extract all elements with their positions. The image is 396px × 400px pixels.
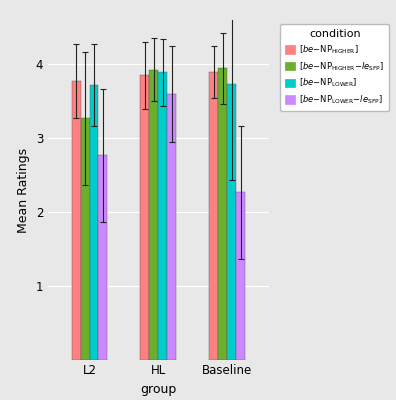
Bar — [158, 72, 168, 360]
Bar — [236, 192, 245, 360]
Bar — [209, 72, 218, 360]
Bar — [149, 70, 158, 360]
Bar — [227, 84, 236, 360]
X-axis label: group: group — [140, 383, 177, 396]
Legend: $[\mathit{be}\mathsf{-NP}_{\mathsf{HIGHER}}]$, $[\mathit{be}\mathsf{-NP}_{\maths: $[\mathit{be}\mathsf{-NP}_{\mathsf{HIGHE… — [280, 24, 389, 111]
Bar — [218, 68, 227, 360]
Bar — [99, 155, 107, 360]
Bar — [72, 81, 80, 360]
Bar — [141, 76, 149, 360]
Bar — [80, 118, 89, 360]
Bar — [168, 94, 176, 360]
Y-axis label: Mean Ratings: Mean Ratings — [17, 148, 30, 232]
Bar — [89, 85, 99, 360]
